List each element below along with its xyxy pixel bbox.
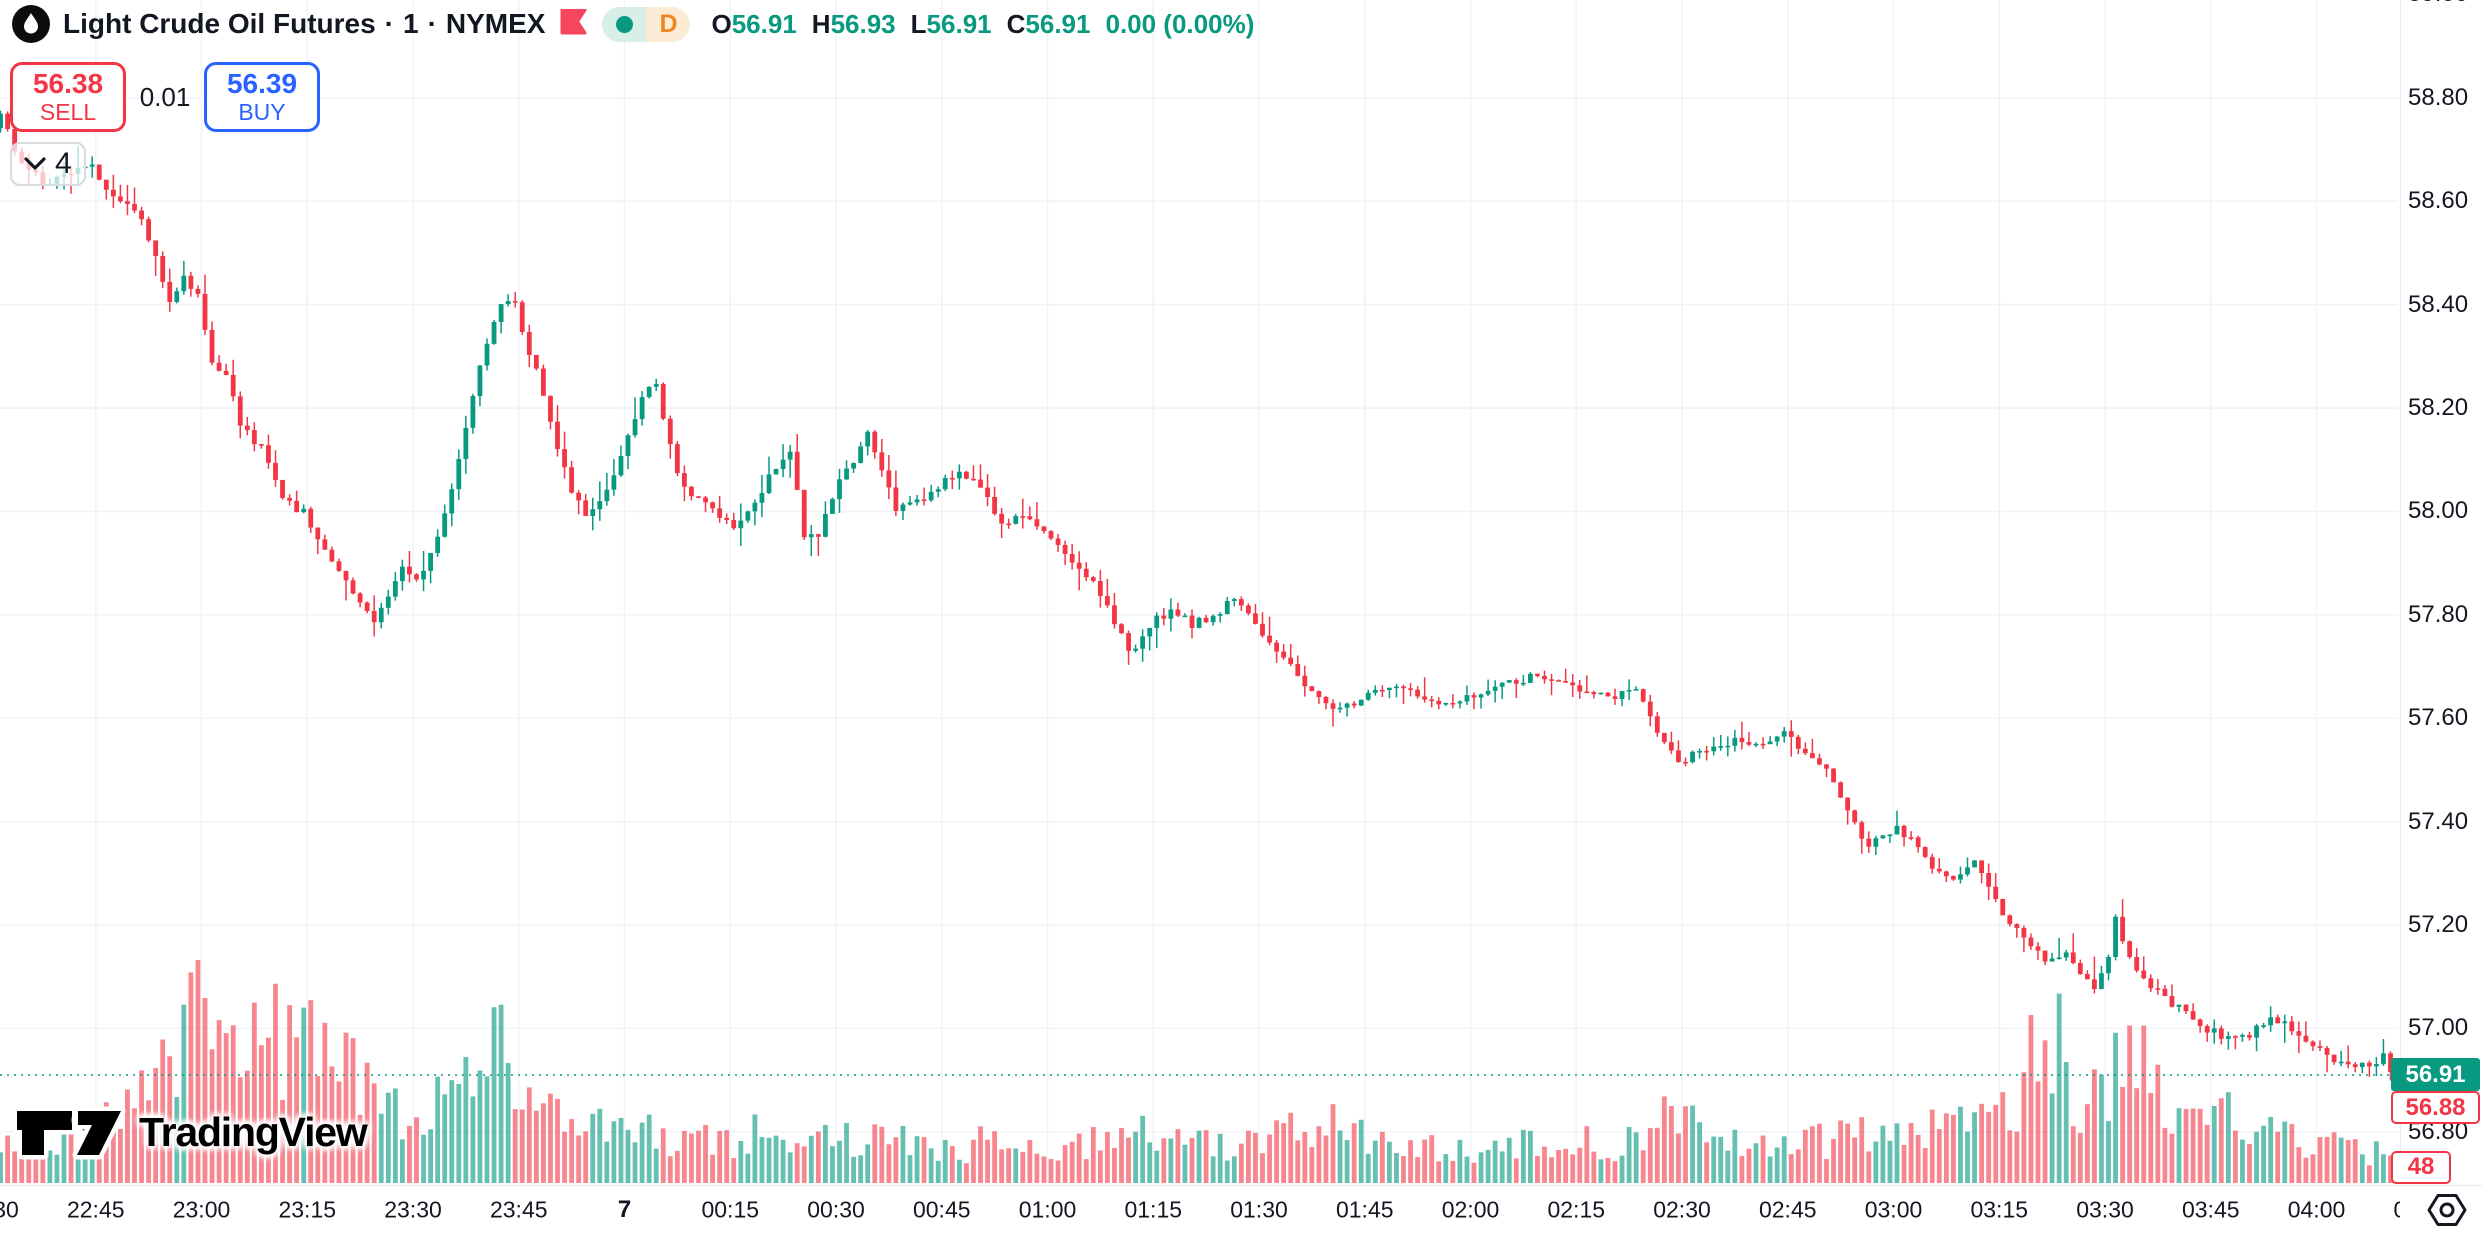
time-tick-label: 00:30	[807, 1196, 865, 1223]
separator: ·	[427, 8, 437, 39]
ohlc-high: H56.93	[811, 8, 896, 39]
time-tick-label: 22:30	[0, 1196, 19, 1223]
price-axis[interactable]: 59.00 58.80 58.60 58.40 58.20 58.00 57.80 57.60…	[2400, 0, 2482, 1185]
time-tick-label: 04:15	[2393, 1196, 2400, 1223]
price-tick-label: 58.80	[2408, 83, 2469, 111]
sell-label: SELL	[39, 98, 97, 125]
time-tick-label: 01:00	[1018, 1196, 1077, 1223]
interval-value: 1	[403, 8, 419, 39]
symbol-title[interactable]: Light Crude Oil Futures · 1 · NYMEX	[63, 8, 545, 40]
sell-button[interactable]: 56.38 SELL	[10, 62, 126, 132]
time-tick-label: 03:30	[2076, 1196, 2134, 1223]
price-tick-label: 58.00	[2408, 497, 2469, 525]
volume-label: 48	[2391, 1150, 2451, 1184]
time-tick-label: 00:45	[912, 1196, 971, 1223]
time-tick-label: 7	[617, 1196, 632, 1223]
time-tick-label: 23:45	[489, 1196, 548, 1223]
time-tick-label: 02:30	[1653, 1196, 1711, 1223]
sell-price: 56.38	[32, 68, 104, 100]
market-status-badges: D	[602, 6, 691, 42]
trade-panel: 56.38 SELL 0.01 56.39 BUY	[10, 62, 320, 132]
time-tick-label: 23:30	[384, 1196, 442, 1223]
last-price-label: 56.91	[2391, 1058, 2480, 1091]
time-tick-label: 02:00	[1441, 1196, 1500, 1223]
time-tick-label: 01:30	[1230, 1196, 1288, 1223]
price-tick-label: 58.20	[2408, 394, 2469, 422]
ohlc-legend: O56.91 H56.93 L56.91 C56.91 0.00 (0.00%)	[711, 9, 1254, 40]
price-tick-label: 57.40	[2408, 807, 2469, 835]
tradingview-wordmark: TradingView	[139, 1108, 368, 1155]
settings-hexagon-icon[interactable]	[2427, 1194, 2467, 1227]
ohlc-low: L56.91	[910, 8, 992, 39]
separator: ·	[384, 8, 394, 39]
grid-lines	[0, 0, 2398, 1183]
time-tick-label: 02:45	[1758, 1196, 1817, 1223]
chevron-down-icon	[24, 157, 46, 170]
tradingview-watermark[interactable]: TradingView	[14, 1103, 368, 1161]
oil-drop-icon[interactable]	[12, 5, 50, 43]
ohlc-open: O56.91	[711, 8, 797, 39]
flag-icon[interactable]	[560, 9, 587, 39]
price-tick-label: 57.80	[2408, 600, 2469, 628]
time-tick-label: 03:45	[2181, 1196, 2240, 1223]
time-tick-label: 04:00	[2287, 1196, 2346, 1223]
exchange-name: NYMEX	[445, 8, 546, 39]
time-tick-label: 23:00	[172, 1196, 231, 1223]
time-tick-label: 03:15	[1970, 1196, 2029, 1223]
price-tick-label: 57.60	[2408, 704, 2469, 732]
bid-price-label: 56.88	[2391, 1091, 2480, 1124]
lot-size-button[interactable]: 4	[10, 142, 86, 186]
price-tick-label: 58.40	[2408, 290, 2469, 318]
ohlc-change: 0.00 (0.00%)	[1105, 8, 1255, 39]
time-axis[interactable]: 22:30 22:45 23:00 23:15 23:30 23:45 7 00:15 00:3…	[0, 1185, 2482, 1233]
buy-button[interactable]: 56.39 BUY	[204, 62, 320, 132]
buy-label: BUY	[238, 98, 286, 125]
time-tick-label: 23:15	[278, 1196, 337, 1223]
time-tick-label: 01:15	[1124, 1196, 1183, 1223]
time-tick-label: 01:45	[1335, 1196, 1394, 1223]
time-tick-label: 03:00	[1864, 1196, 1923, 1223]
time-tick-label: 22:45	[66, 1196, 125, 1223]
market-status-dot-icon[interactable]	[602, 6, 647, 42]
price-tick-label: 57.00	[2408, 1014, 2469, 1042]
symbol-legend: Light Crude Oil Futures · 1 · NYMEX D O5…	[12, 5, 1254, 43]
symbol-name: Light Crude Oil Futures	[63, 8, 376, 39]
spread-value: 0.01	[139, 81, 191, 112]
ohlc-close: C56.91	[1006, 8, 1091, 39]
lot-size-value: 4	[55, 147, 72, 180]
price-tick-label: 57.20	[2408, 911, 2469, 939]
buy-price: 56.39	[226, 68, 298, 100]
price-tick-label: 58.60	[2408, 187, 2469, 215]
time-tick-label: 00:15	[701, 1196, 760, 1223]
delayed-data-badge[interactable]: D	[646, 6, 691, 42]
time-tick-label: 02:15	[1547, 1196, 1606, 1223]
volume-bars	[0, 960, 2398, 1183]
price-tick-label: 59.00	[2408, 0, 2468, 8]
candles	[0, 110, 2398, 1081]
tradingview-logo-icon	[14, 1104, 126, 1160]
